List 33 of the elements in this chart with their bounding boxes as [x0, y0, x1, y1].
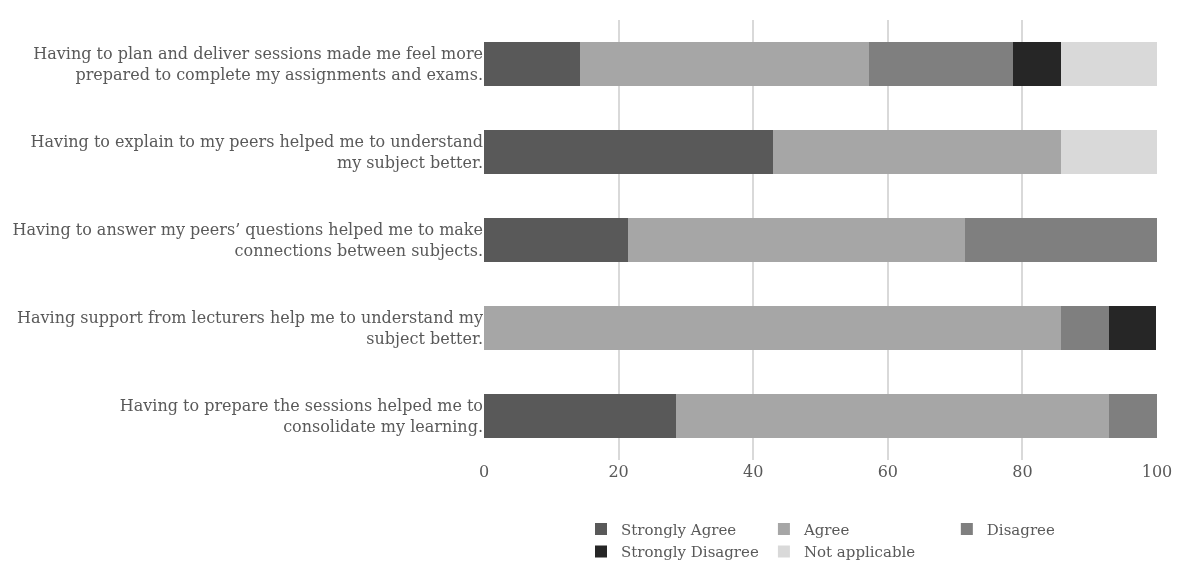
bar — [484, 394, 677, 438]
legend-label: Not applicable — [803, 543, 916, 562]
legend-label: Strongly Disagree — [621, 543, 759, 562]
bar — [484, 130, 773, 174]
legend-label: Strongly Agree — [621, 520, 737, 539]
x-tick-label: 80 — [1012, 462, 1033, 481]
y-tick-label: Having to answer my peers’ questions helped me to make connections between subjects. — [12, 220, 483, 260]
bar — [484, 218, 629, 262]
bar — [1060, 306, 1109, 350]
bar — [628, 218, 965, 262]
bar — [484, 306, 1061, 350]
legend-label: Agree — [802, 520, 850, 539]
bar — [868, 42, 1013, 86]
bar — [964, 218, 1157, 262]
bar — [1109, 394, 1157, 438]
x-tick-label: 0 — [478, 462, 490, 481]
y-tick-label: Having support from lecturers help me to understand my subject better. — [17, 308, 483, 348]
bar — [484, 42, 581, 86]
x-tick-label: 20 — [608, 462, 629, 481]
bar — [1061, 130, 1157, 174]
bar — [1108, 306, 1157, 350]
bar — [1012, 42, 1061, 86]
y-tick-label: Having to plan and deliver sessions made me feel more prepared to complete my assignments and exams. — [33, 44, 483, 84]
y-tick-label: Having to prepare the sessions helped me to consolidate my learning. — [119, 396, 483, 436]
bar — [676, 394, 1110, 438]
bar — [772, 130, 1062, 174]
bar — [580, 42, 869, 86]
x-tick-label: 100 — [1141, 462, 1173, 481]
bar — [1060, 42, 1157, 86]
x-tick-label: 60 — [877, 462, 898, 481]
y-tick-label: Having to explain to my peers helped me to understand my subject better. — [30, 132, 483, 172]
x-tick-label: 40 — [743, 462, 764, 481]
legend-label: Disagree — [986, 520, 1055, 539]
